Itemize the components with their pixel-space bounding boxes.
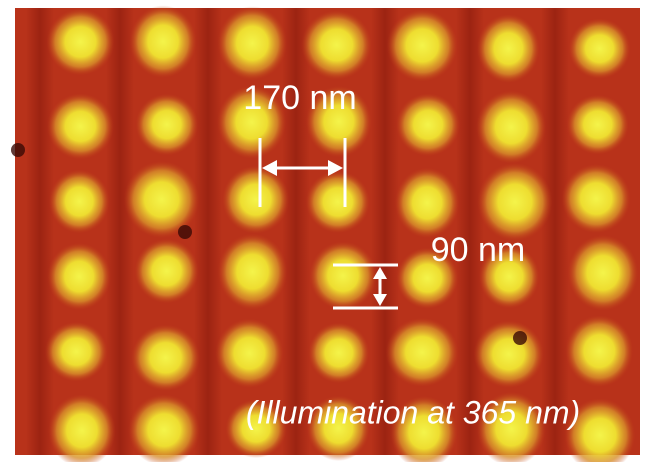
nanodot — [396, 93, 460, 156]
nanodot — [476, 91, 546, 164]
streak — [541, 8, 569, 455]
nanodot — [135, 239, 199, 304]
nanodot — [306, 171, 370, 233]
nanodot — [47, 243, 110, 310]
nanodot — [569, 18, 631, 79]
afm-image: 170 nm 90 nm (Illumination at 365 nm) — [0, 0, 654, 462]
nanodot — [309, 241, 376, 310]
nanodot — [395, 168, 459, 238]
streak — [371, 8, 399, 455]
nanodot — [218, 234, 287, 310]
nanodot — [567, 95, 629, 155]
nanodot — [130, 5, 197, 78]
nanodot — [568, 235, 639, 311]
nanodot — [477, 14, 540, 83]
spacing-label: 170 nm — [243, 79, 356, 117]
page: {"annotations": {"spacing_label": "170 n… — [0, 0, 654, 462]
nanodot — [477, 163, 552, 241]
nanodot — [222, 166, 289, 234]
nanodot — [308, 323, 369, 384]
streak — [26, 8, 54, 455]
nanodot — [387, 9, 458, 81]
streak — [282, 8, 310, 455]
pit — [178, 225, 192, 239]
nanodot — [218, 6, 287, 80]
nanodot — [386, 318, 459, 387]
nanodot — [131, 324, 200, 391]
pit — [11, 143, 25, 157]
streak — [194, 8, 222, 455]
nanodot — [565, 315, 633, 387]
caption: (Illumination at 365 nm) — [246, 394, 580, 430]
nanodot — [47, 93, 114, 159]
nanodot — [136, 94, 199, 156]
nanodot — [215, 318, 283, 387]
nanodot — [49, 170, 110, 234]
nanodot — [301, 10, 372, 79]
pit — [513, 331, 527, 345]
size-label: 90 nm — [431, 231, 526, 269]
nanodot — [47, 8, 115, 75]
nanodot — [45, 322, 108, 382]
nanodot — [562, 164, 631, 233]
streak — [106, 8, 134, 455]
nanodot — [474, 320, 544, 388]
